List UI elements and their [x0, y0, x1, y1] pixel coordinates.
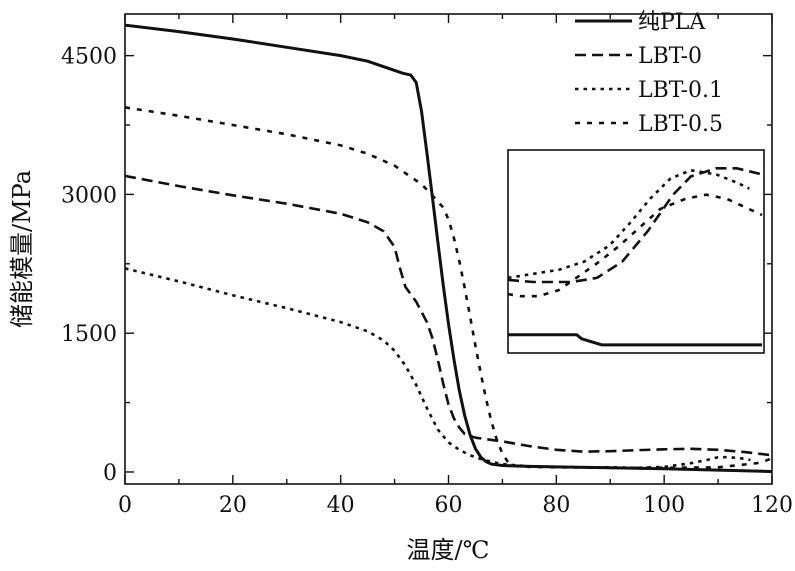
- inset-series-line: [507, 169, 750, 280]
- x-tick-label: 20: [219, 493, 247, 518]
- y-tick-label: 3000: [61, 183, 117, 208]
- x-axis-title: 温度/℃: [407, 536, 490, 564]
- legend-label: LBT-0: [638, 44, 702, 69]
- y-tick-label: 4500: [61, 45, 117, 70]
- y-tick-label: 1500: [61, 322, 117, 347]
- x-tick-label: 40: [327, 493, 355, 518]
- series-line: [124, 174, 773, 457]
- legend-label: LBT-0.5: [638, 112, 723, 137]
- x-tick-label: 100: [643, 493, 685, 518]
- inset-panel: [507, 149, 765, 354]
- legend-label: LBT-0.1: [638, 78, 723, 103]
- x-tick-label: 120: [751, 493, 793, 518]
- axis-ticks: 0 20 40 60 80 100 120 0 1500 3000 4500: [61, 14, 793, 518]
- y-axis-title: 储能模量/MPa: [8, 170, 36, 328]
- legend: 纯PLA LBT-0 LBT-0.1 LBT-0.5: [575, 10, 723, 137]
- y-tick-label: 0: [103, 461, 117, 486]
- inset-series-line: [507, 167, 763, 284]
- inset-series-line: [508, 333, 762, 347]
- inset-frame: [507, 149, 765, 354]
- legend-label: 纯PLA: [638, 10, 706, 35]
- series-lines: [124, 23, 773, 473]
- series-line: [124, 106, 773, 470]
- x-tick-label: 0: [118, 493, 132, 518]
- x-tick-label: 60: [435, 493, 463, 518]
- x-tick-label: 80: [542, 493, 570, 518]
